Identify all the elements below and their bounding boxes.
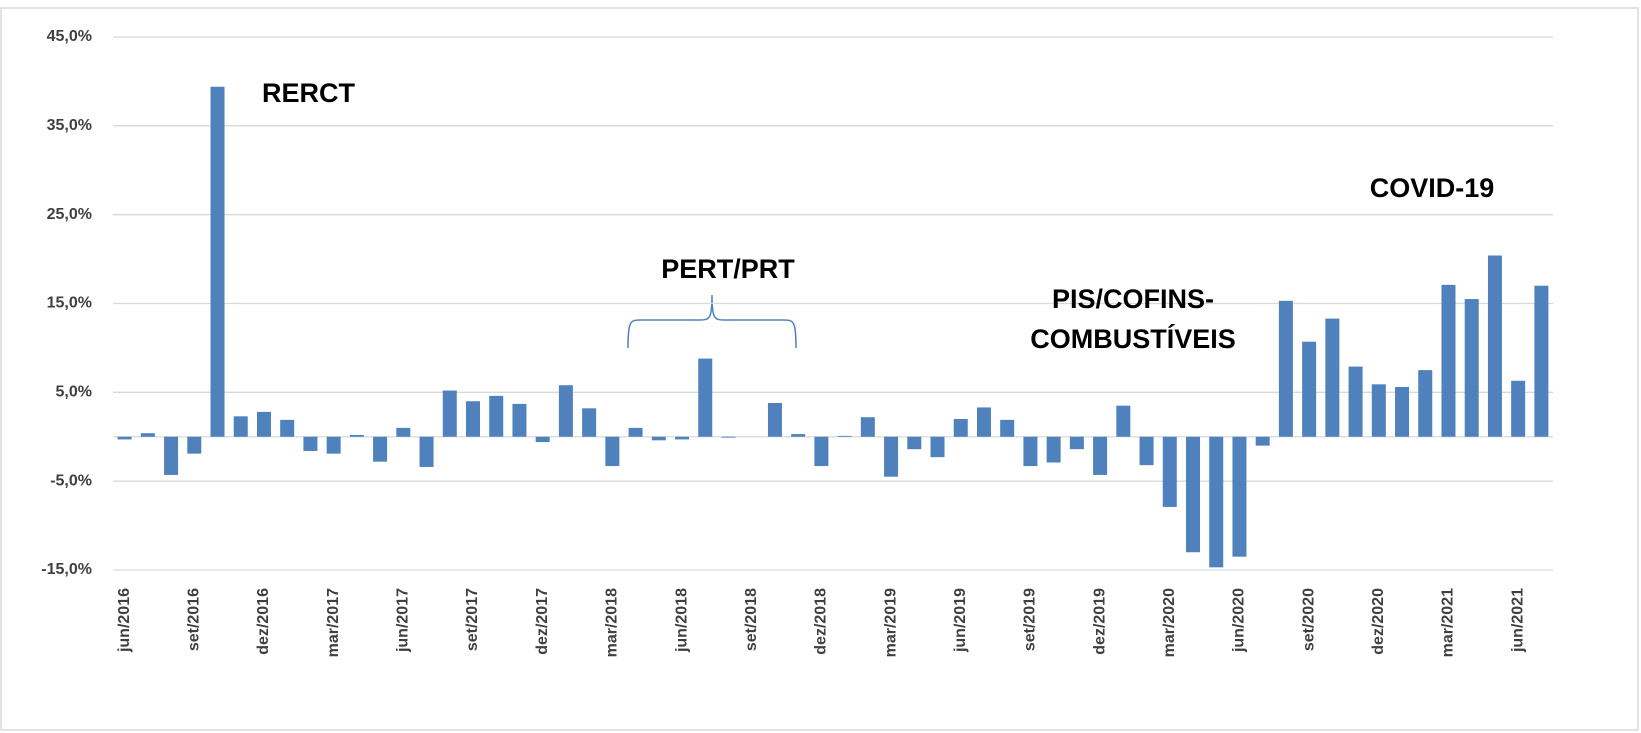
bar bbox=[535, 436, 550, 443]
bar bbox=[1534, 285, 1549, 437]
bar bbox=[280, 419, 295, 437]
bar bbox=[1418, 370, 1433, 437]
bar bbox=[907, 436, 922, 450]
bar bbox=[140, 433, 155, 437]
bar bbox=[1348, 366, 1363, 437]
bar bbox=[303, 436, 318, 451]
bar bbox=[1511, 380, 1526, 437]
bar bbox=[837, 435, 852, 437]
bar bbox=[767, 402, 782, 437]
x-tick-label: mar/2018 bbox=[604, 588, 621, 657]
bar bbox=[814, 436, 829, 467]
bar bbox=[930, 436, 945, 458]
y-tick-label: 25,0% bbox=[47, 206, 92, 223]
x-tick-label: jun/2016 bbox=[116, 588, 133, 653]
bar bbox=[860, 417, 875, 437]
annotation: COVID-19 bbox=[1370, 173, 1495, 203]
bar bbox=[512, 403, 527, 437]
y-tick-label: 35,0% bbox=[47, 117, 92, 134]
x-tick-label: jun/2021 bbox=[1509, 588, 1526, 653]
bar bbox=[1093, 436, 1108, 475]
bar bbox=[1255, 436, 1270, 446]
bar bbox=[1464, 299, 1479, 437]
x-tick-label: dez/2019 bbox=[1091, 588, 1108, 655]
bar bbox=[605, 436, 620, 467]
bar bbox=[210, 86, 225, 437]
bar bbox=[1139, 436, 1154, 466]
bar bbox=[1487, 255, 1502, 437]
bar bbox=[1325, 318, 1340, 437]
bar bbox=[117, 436, 132, 440]
x-tick-label: set/2020 bbox=[1300, 588, 1317, 651]
bar bbox=[1441, 284, 1456, 437]
x-tick-label: jun/2017 bbox=[395, 588, 412, 653]
bar bbox=[442, 390, 457, 437]
x-tick-label: jun/2020 bbox=[1231, 588, 1248, 653]
bar bbox=[466, 401, 480, 437]
y-tick-label: -15,0% bbox=[41, 561, 92, 578]
bar bbox=[1162, 436, 1177, 507]
bar bbox=[349, 434, 364, 437]
x-tick-label: mar/2019 bbox=[882, 588, 899, 657]
bar bbox=[976, 407, 991, 437]
x-tick-label: set/2017 bbox=[464, 588, 481, 651]
annotation: RERCT bbox=[262, 78, 356, 108]
x-tick-label: set/2018 bbox=[743, 588, 760, 651]
bar bbox=[1395, 387, 1410, 437]
annotation: PIS/COFINS- bbox=[1052, 284, 1214, 314]
bar bbox=[1186, 436, 1200, 553]
chart-border bbox=[0, 7, 1639, 731]
bar bbox=[1023, 436, 1038, 467]
bar bbox=[1000, 419, 1015, 437]
y-tick-label: 45,0% bbox=[47, 28, 92, 45]
bar bbox=[1046, 436, 1061, 463]
bar bbox=[1371, 384, 1386, 437]
x-tick-label: set/2016 bbox=[186, 588, 203, 651]
bracket bbox=[627, 294, 797, 349]
bar bbox=[233, 416, 248, 437]
bar bbox=[187, 436, 202, 454]
bar bbox=[1278, 300, 1293, 437]
bar bbox=[419, 436, 434, 467]
bar bbox=[256, 411, 271, 437]
x-tick-label: mar/2020 bbox=[1161, 588, 1178, 657]
bar bbox=[651, 436, 666, 441]
bar bbox=[721, 436, 736, 438]
bar bbox=[489, 395, 504, 437]
x-tick-label: dez/2017 bbox=[534, 588, 551, 655]
bar bbox=[675, 436, 690, 440]
y-tick-label: -5,0% bbox=[50, 472, 92, 489]
bar bbox=[1116, 405, 1131, 437]
y-tick-label: 5,0% bbox=[56, 384, 92, 401]
annotation: PERT/PRT bbox=[661, 254, 795, 284]
x-tick-label: jun/2018 bbox=[673, 588, 690, 653]
x-tick-label: set/2019 bbox=[1022, 588, 1039, 651]
bar bbox=[164, 436, 179, 475]
x-tick-label: dez/2018 bbox=[813, 588, 830, 655]
x-tick-label: jun/2019 bbox=[952, 588, 969, 653]
bar bbox=[884, 436, 899, 477]
y-tick-label: 15,0% bbox=[47, 295, 92, 312]
bar bbox=[791, 434, 806, 437]
x-tick-label: dez/2016 bbox=[255, 588, 272, 655]
bar bbox=[1232, 436, 1247, 557]
bar bbox=[698, 358, 713, 437]
bar bbox=[558, 385, 573, 437]
bar bbox=[1069, 436, 1084, 450]
bar bbox=[582, 408, 597, 437]
annotation: COMBUSTÍVEIS bbox=[1030, 323, 1236, 354]
bar bbox=[396, 427, 411, 437]
bar bbox=[373, 436, 388, 462]
x-tick-label: mar/2017 bbox=[325, 588, 342, 657]
bar bbox=[1302, 341, 1317, 437]
x-tick-label: mar/2021 bbox=[1440, 588, 1457, 657]
x-tick-label: dez/2020 bbox=[1370, 588, 1387, 655]
bar bbox=[326, 436, 341, 454]
bar bbox=[953, 418, 968, 437]
bar bbox=[628, 427, 643, 437]
bar bbox=[1209, 436, 1224, 568]
